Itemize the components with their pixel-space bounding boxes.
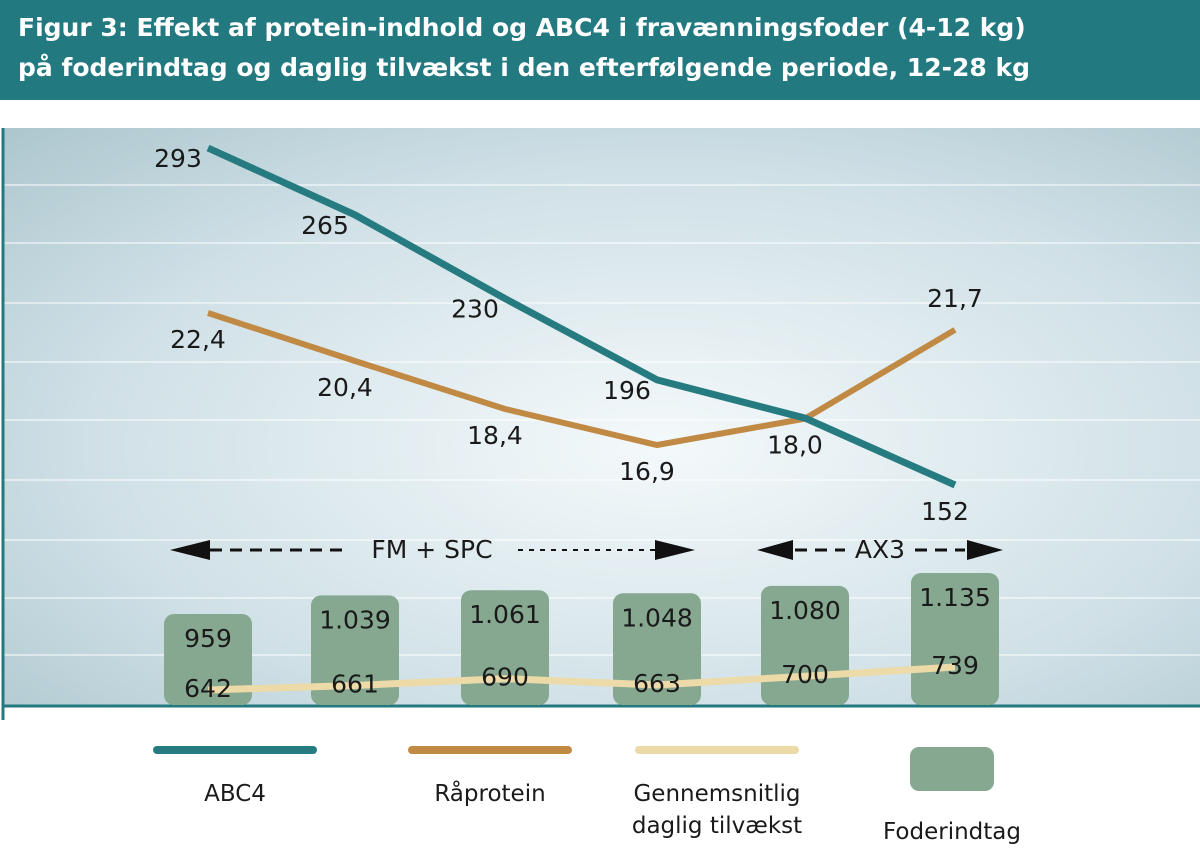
data-label: 642 [184,674,232,703]
legend-item: Foderindtag [883,819,1021,845]
data-label: 959 [184,624,232,653]
legend-label: Foderindtag [883,819,1021,845]
annotation: AX3 [855,535,905,564]
title-line: på foderindtag og daglig tilvækst i den … [18,53,1030,82]
data-label: 18,0 [767,431,823,460]
data-label: 21,7 [927,284,983,313]
series-line [207,310,957,449]
data-label: 16,9 [619,457,675,486]
data-label: 1.048 [621,603,693,632]
data-label: 663 [633,669,681,698]
data-label: 230 [451,295,499,324]
bar [311,595,399,705]
data-label: 739 [931,651,979,680]
data-label: 18,4 [467,421,523,450]
legend-item: ABC4 [204,781,266,807]
legend-item: Gennemsnitlig daglig tilvækst [631,781,803,839]
data-label: 265 [301,211,349,240]
legend-item: Råprotein [434,781,546,807]
series-line [207,663,956,694]
legend-label: Gennemsnitlig daglig tilvækst [631,781,803,839]
data-label: 1.080 [769,596,841,625]
bar [613,593,701,705]
annotation: FM + SPC [371,535,492,564]
data-label: 1.039 [319,605,391,634]
data-label: 1.135 [919,583,991,612]
series-line [206,144,957,489]
legend-label: Råprotein [434,781,546,807]
legend-swatch [910,747,994,791]
data-label: 152 [921,497,969,526]
legend: ABC4 Råprotein Gennemsnitlig daglig tilvæk… [153,746,1021,845]
legend-label: ABC4 [204,781,266,807]
bar [911,573,999,705]
data-label: 690 [481,663,529,692]
data-label: 22,4 [170,325,226,354]
data-label: 700 [781,660,829,689]
data-label: 20,4 [317,373,373,402]
marks: 959 1.039 1.061 1.048 1.080 1.135 642 661 690 663… [154,144,999,705]
bar [164,614,252,705]
data-label: 1.061 [469,600,541,629]
header-bg [0,0,1200,100]
range-arrows [170,540,1003,560]
plot-bg [3,128,1200,706]
data-label: 661 [331,669,379,698]
grid [3,184,1200,656]
data-label: 293 [154,144,202,173]
data-label: 196 [603,376,651,405]
title-line: Figur 3: Effekt af protein-indhold og AB… [18,13,1026,42]
